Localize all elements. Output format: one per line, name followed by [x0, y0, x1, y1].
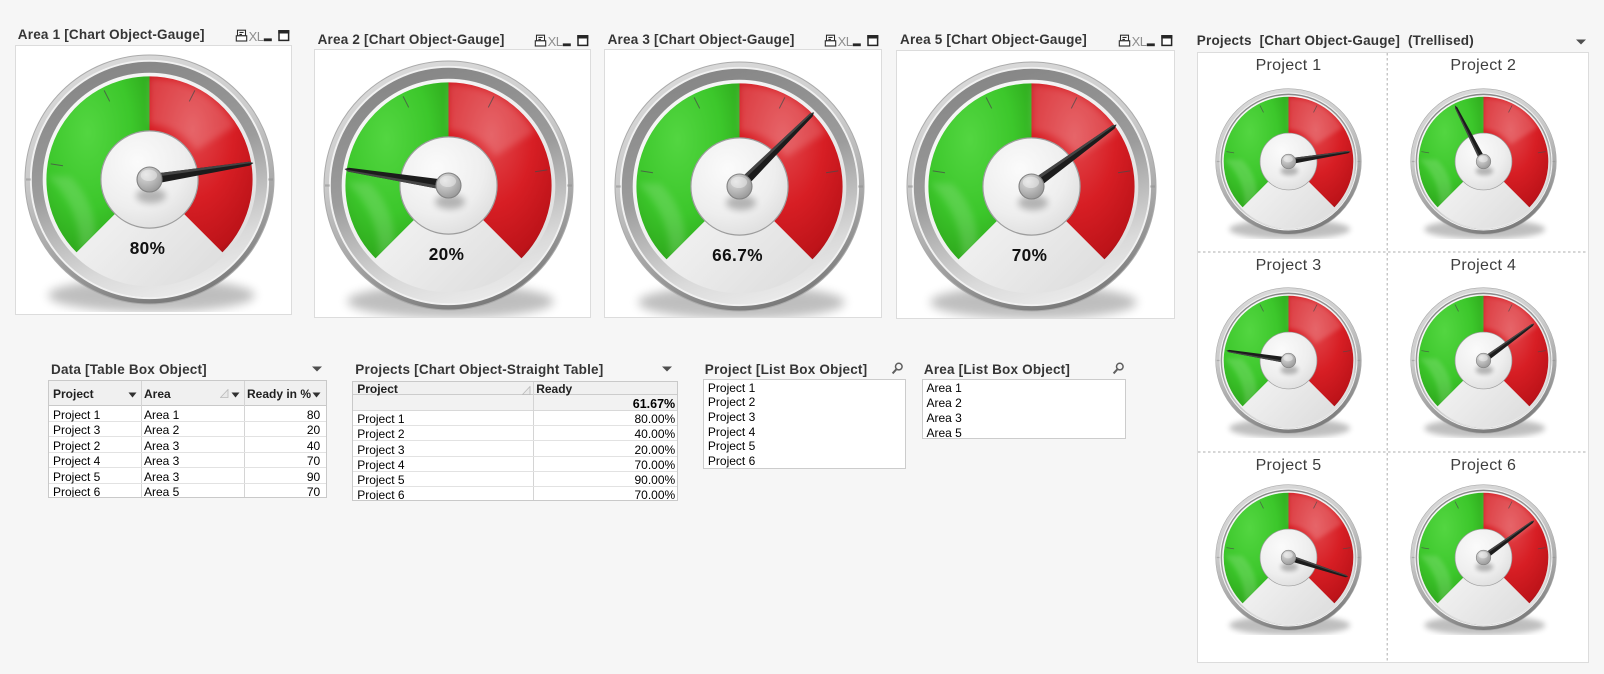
svg-text:XL: XL — [548, 34, 563, 49]
svg-text:66.7%: 66.7% — [712, 245, 763, 265]
svg-text:XL: XL — [249, 29, 264, 44]
svg-text:70%: 70% — [1012, 245, 1048, 265]
svg-text:XL: XL — [1132, 34, 1147, 49]
svg-text:20%: 20% — [429, 244, 465, 264]
svg-text:80%: 80% — [130, 238, 166, 258]
svg-text:XL: XL — [838, 34, 853, 49]
